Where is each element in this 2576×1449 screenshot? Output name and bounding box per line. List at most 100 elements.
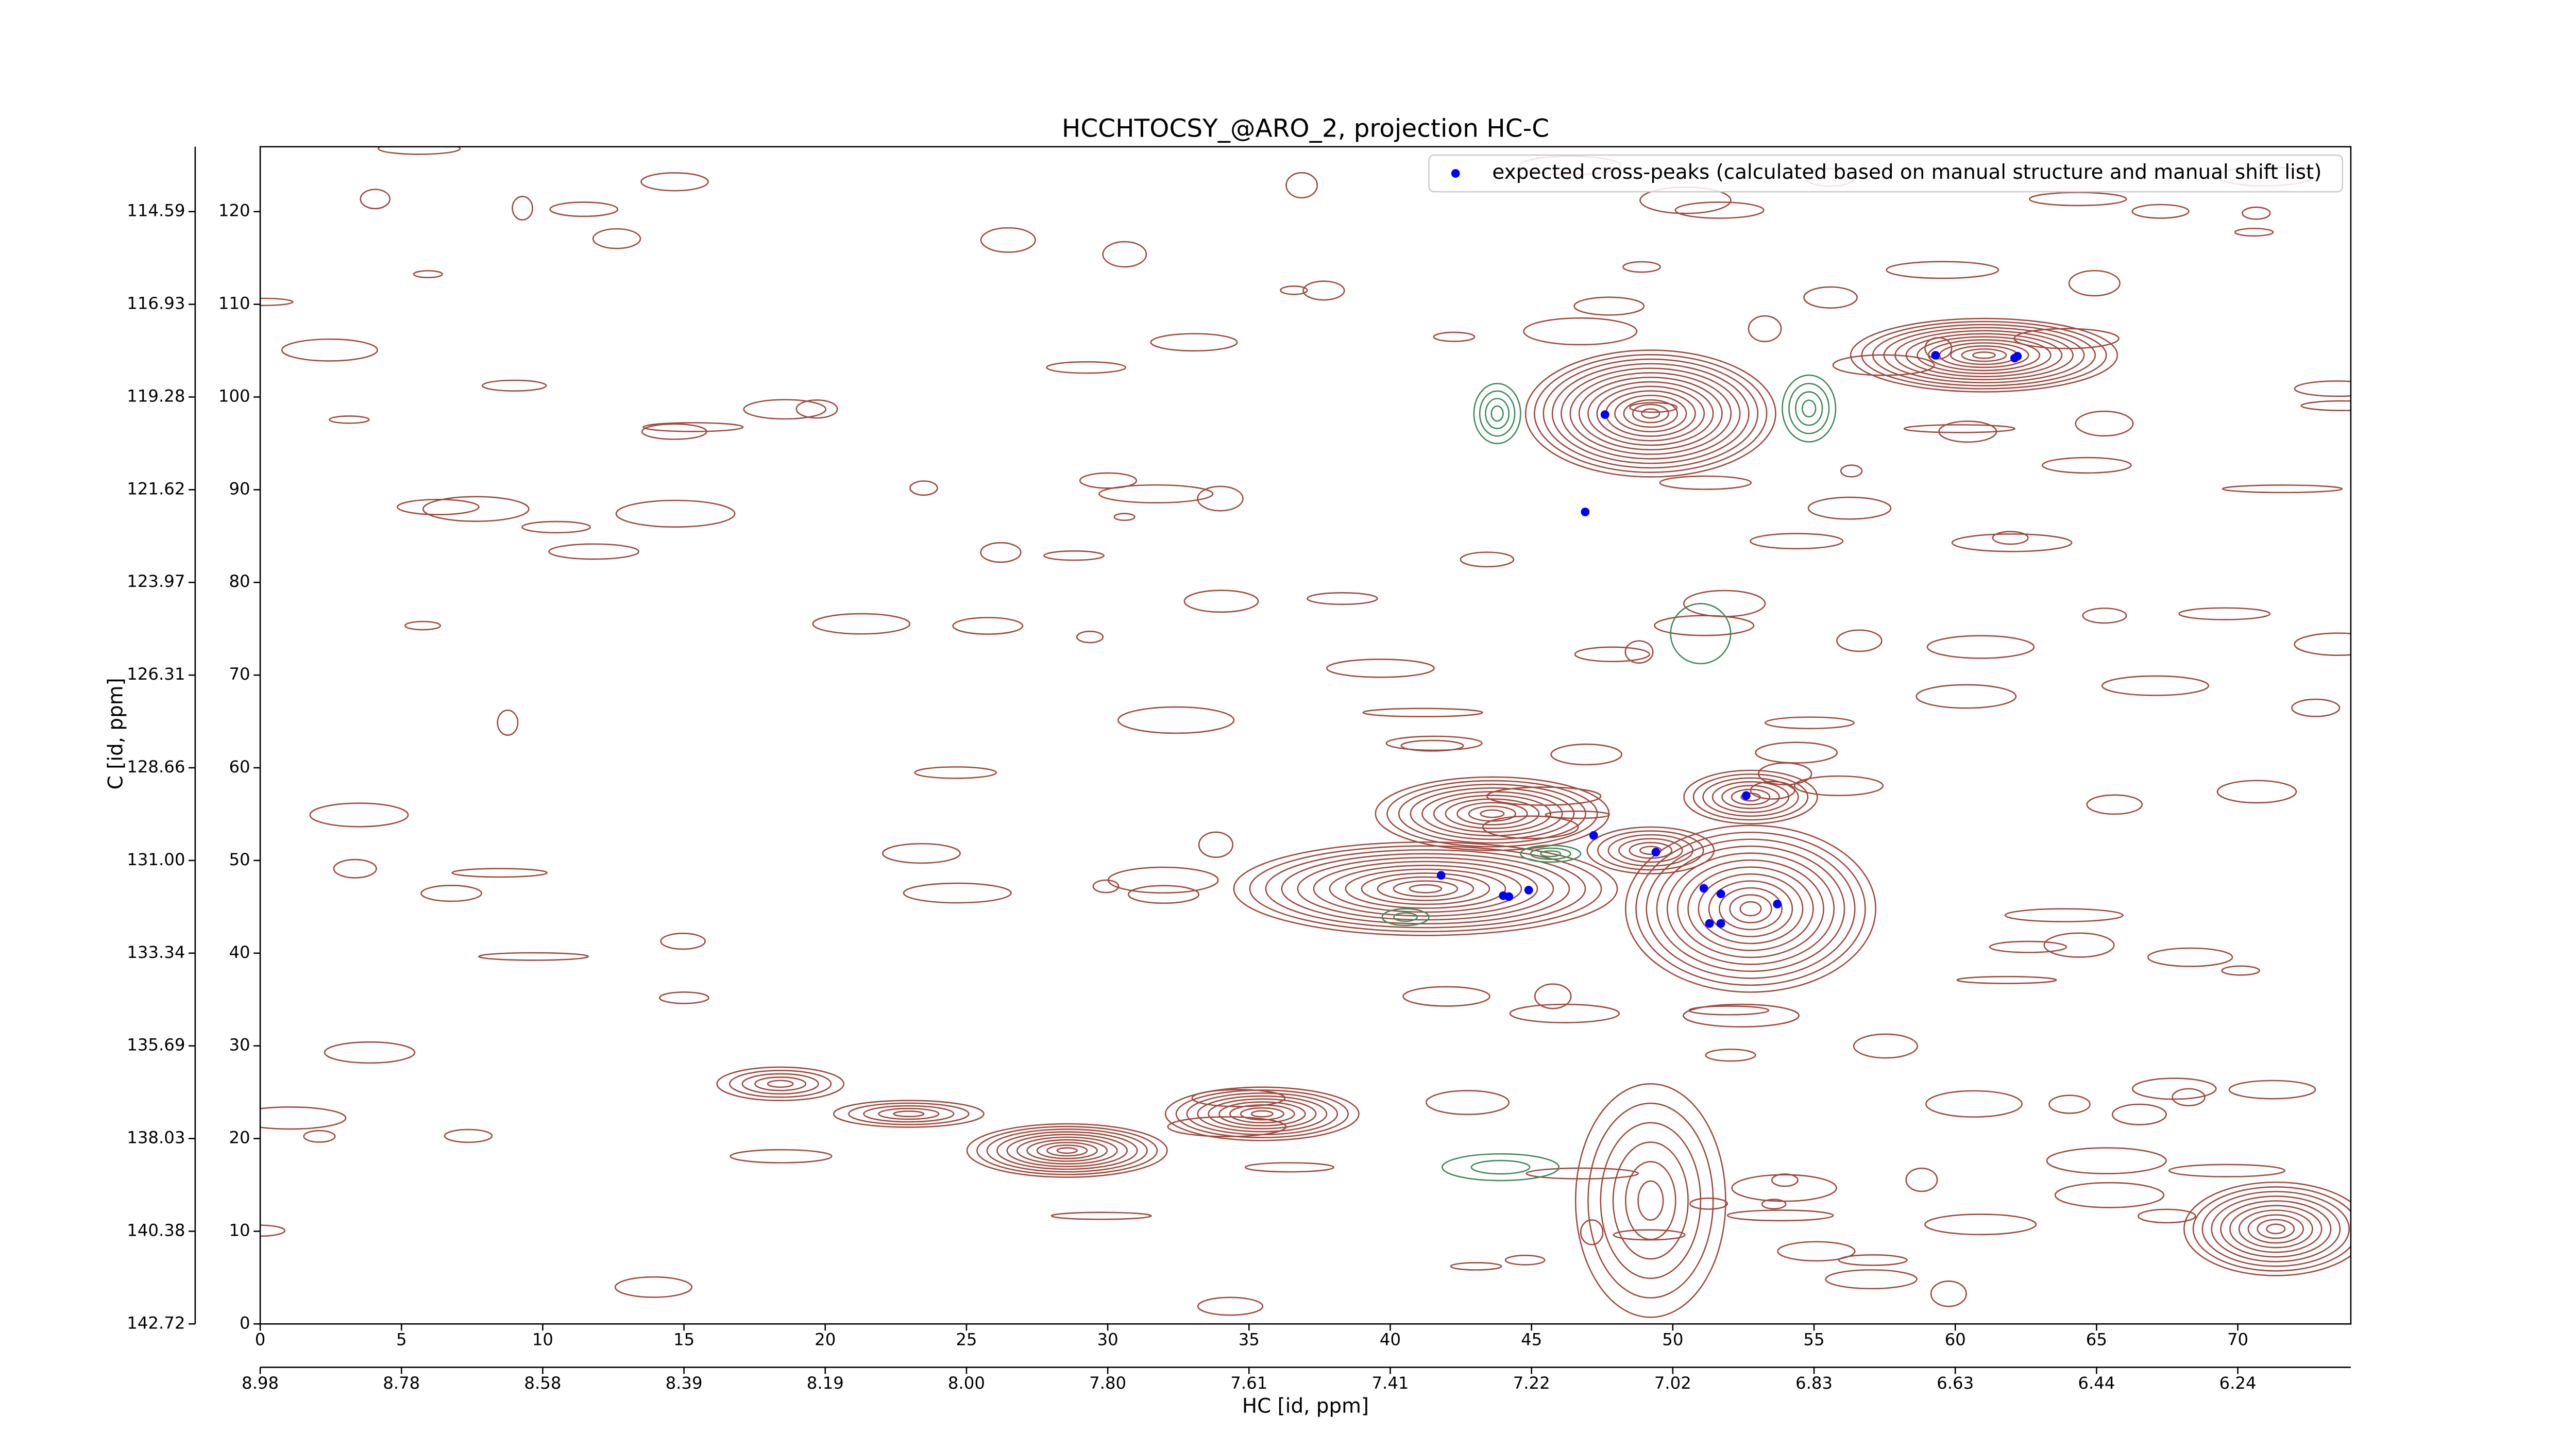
contour <box>2216 780 2297 804</box>
contour <box>281 338 378 362</box>
contour <box>1113 513 1136 521</box>
contour <box>478 952 589 961</box>
contour <box>2228 1080 2316 1100</box>
cross-peak <box>1581 508 1590 516</box>
contour <box>1386 780 1598 848</box>
contours <box>260 146 2351 1318</box>
y2-tick-label: 114.59 <box>127 201 185 221</box>
contour <box>1731 788 1771 805</box>
y2-tick-label: 140.38 <box>127 1220 185 1240</box>
contour <box>1683 1003 1800 1027</box>
contour <box>1861 321 2107 390</box>
contour <box>1683 769 1818 824</box>
y2-tick-label: 116.93 <box>127 294 185 313</box>
contour <box>730 1149 833 1164</box>
contour <box>1803 286 1858 309</box>
y2-tick-label: 138.03 <box>127 1128 185 1148</box>
contour <box>378 146 461 155</box>
contour <box>2004 908 2124 922</box>
y-tick-label: 100 <box>218 386 250 406</box>
contour <box>2222 484 2343 494</box>
contour <box>1656 845 1845 972</box>
contour <box>360 189 391 210</box>
contour <box>1313 861 1538 917</box>
contour <box>2172 1088 2206 1107</box>
contour <box>1956 975 2057 984</box>
contour <box>2183 1181 2351 1276</box>
contour <box>1992 531 2029 545</box>
contour <box>2137 1208 2196 1224</box>
contour <box>1639 846 1662 855</box>
contour <box>952 617 1024 635</box>
contour <box>1622 261 1661 273</box>
contour <box>1043 550 1105 561</box>
contour <box>1470 1159 1531 1175</box>
contour <box>1612 1141 1689 1260</box>
contour <box>1361 872 1490 905</box>
contour <box>848 1102 970 1125</box>
contour <box>1076 630 1104 644</box>
contour <box>1402 986 1490 1007</box>
chart-title: HCCHTOCSY_@ARO_2, projection HC-C <box>1062 114 1549 143</box>
x-tick-label: 35 <box>1239 1330 1260 1350</box>
contour <box>1520 845 1582 863</box>
contour <box>1750 533 1844 550</box>
contour <box>1050 1211 1152 1220</box>
contour <box>1801 399 1817 418</box>
contour <box>1853 1033 1918 1059</box>
x2-tick-label: 8.58 <box>524 1373 561 1393</box>
contour <box>309 802 409 828</box>
contour <box>1409 884 1443 894</box>
contour <box>2300 400 2351 411</box>
y-tick-label: 80 <box>229 571 250 591</box>
contour <box>882 843 961 864</box>
x2-tick-label: 6.24 <box>2219 1373 2257 1393</box>
contour <box>2291 698 2341 717</box>
contour <box>1596 385 1705 442</box>
contour <box>2086 794 2143 815</box>
contour <box>1307 592 1378 605</box>
contour <box>1036 1141 1098 1159</box>
contour <box>1098 484 1214 503</box>
contour <box>521 520 591 534</box>
contour <box>1244 1162 1335 1173</box>
contour <box>1265 849 1586 929</box>
contour <box>2046 1147 2167 1174</box>
contour <box>592 228 641 249</box>
contour <box>2043 932 2115 958</box>
contour <box>615 499 736 528</box>
contour <box>1807 496 1892 520</box>
contour <box>1618 838 1683 863</box>
x-tick-label: 10 <box>532 1330 553 1350</box>
y2-tick-label: 121.62 <box>127 479 185 498</box>
contour <box>2242 206 2271 220</box>
contour <box>1393 880 1459 898</box>
contour <box>2111 1103 2167 1125</box>
contour <box>1218 1101 1306 1126</box>
contour <box>1903 424 2016 433</box>
contour <box>1755 742 1838 764</box>
contour <box>481 379 547 392</box>
contour <box>1659 475 1752 490</box>
contour <box>1629 841 1673 859</box>
y-tick-label: 10 <box>229 1220 250 1240</box>
contour <box>1795 391 1823 426</box>
contour <box>1479 390 1516 437</box>
contour <box>658 991 709 1004</box>
y2-tick-label: 131.00 <box>127 850 185 869</box>
x-tick-label: 70 <box>2227 1330 2248 1350</box>
contour <box>1670 603 1732 665</box>
contour <box>2101 675 2209 696</box>
x-tick-label: 5 <box>396 1330 407 1350</box>
y-tick-label: 60 <box>229 757 250 777</box>
y2-tick-label: 128.66 <box>127 757 185 777</box>
cross-peak <box>1436 871 1446 880</box>
contour <box>1761 1199 1787 1210</box>
contour <box>549 201 619 217</box>
contour <box>1624 640 1654 664</box>
cross-peak <box>1524 886 1533 895</box>
contour <box>512 195 533 221</box>
y-tick-label: 90 <box>229 479 250 498</box>
contour <box>1850 317 2119 393</box>
contour <box>2201 1191 2350 1267</box>
